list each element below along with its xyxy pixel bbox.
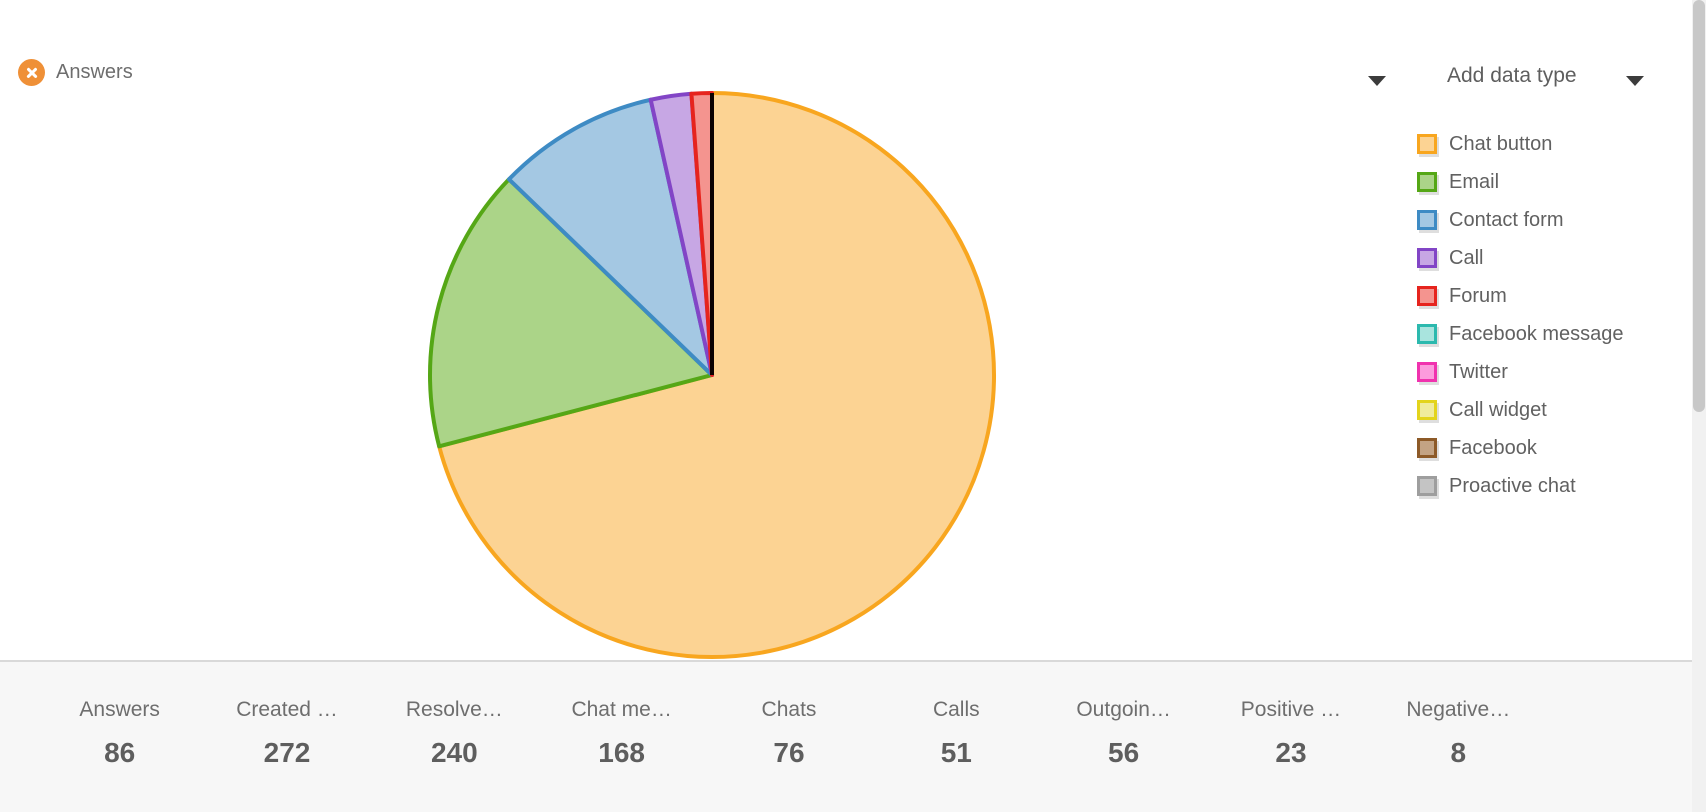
stat-label: Calls xyxy=(932,698,980,721)
stat-value: 23 xyxy=(1275,737,1307,768)
legend-label: Forum xyxy=(1449,284,1507,307)
stat-item[interactable]: Chat me… 168 xyxy=(538,698,705,812)
legend-item[interactable]: Facebook xyxy=(1417,437,1624,459)
stat-item[interactable]: Created … 272 xyxy=(203,698,370,812)
answers-chip[interactable]: Answers xyxy=(18,59,133,86)
pie-slice-contact-form[interactable] xyxy=(506,97,714,377)
legend-swatch xyxy=(1417,172,1437,192)
legend-swatch xyxy=(1417,324,1437,344)
legend-label: Email xyxy=(1449,170,1500,193)
legend-item[interactable]: Forum xyxy=(1417,285,1624,307)
remove-answers-icon[interactable] xyxy=(18,59,45,86)
stat-item[interactable]: Outgoin… 56 xyxy=(1040,698,1207,812)
stat-item[interactable]: Chats 76 xyxy=(705,698,872,812)
stat-value: 76 xyxy=(773,737,805,768)
legend-item[interactable]: Proactive chat xyxy=(1417,475,1624,497)
answers-chip-label: Answers xyxy=(56,61,133,83)
legend-label: Contact form xyxy=(1449,208,1564,231)
stat-value: 56 xyxy=(1108,737,1140,768)
stat-item[interactable]: Negative… 8 xyxy=(1375,698,1542,812)
pie-chart-svg[interactable] xyxy=(422,85,1002,665)
stat-item[interactable]: Answers 86 xyxy=(36,698,203,812)
stat-item[interactable]: Positive … 23 xyxy=(1207,698,1374,812)
stat-label: Created … xyxy=(236,698,338,721)
legend-item[interactable]: Facebook message xyxy=(1417,323,1624,345)
chart-options-arrow-icon[interactable] xyxy=(1368,76,1386,86)
stat-value: 168 xyxy=(598,737,645,768)
legend-swatch xyxy=(1417,286,1437,306)
stat-label: Answers xyxy=(79,698,160,721)
stat-item[interactable]: Resolve… 240 xyxy=(371,698,538,812)
legend-swatch xyxy=(1417,210,1437,230)
add-data-type-button[interactable]: Add data type xyxy=(1447,64,1577,87)
legend: Chat button Email Contact form Call Foru… xyxy=(1417,133,1624,513)
stat-label: Chat me… xyxy=(571,698,672,721)
legend-label: Call xyxy=(1449,246,1484,269)
legend-swatch xyxy=(1417,438,1437,458)
legend-item[interactable]: Email xyxy=(1417,171,1624,193)
legend-item[interactable]: Chat button xyxy=(1417,133,1624,155)
legend-swatch xyxy=(1417,476,1437,496)
stats-bar: Answers 86 Created … 272 Resolve… 240 Ch… xyxy=(0,662,1706,812)
legend-label: Facebook message xyxy=(1449,322,1624,345)
stat-label: Resolve… xyxy=(405,698,503,721)
legend-item[interactable]: Contact form xyxy=(1417,209,1624,231)
scrollbar-track[interactable] xyxy=(1692,0,1706,812)
legend-label: Call widget xyxy=(1449,398,1547,421)
add-data-type-arrow-icon[interactable] xyxy=(1626,76,1644,86)
divider xyxy=(0,660,1706,662)
stat-label: Outgoin… xyxy=(1076,698,1171,721)
stat-value: 272 xyxy=(263,737,311,768)
stat-value: 8 xyxy=(1450,737,1467,768)
pie-slice-email[interactable] xyxy=(428,177,714,449)
stat-value: 240 xyxy=(430,737,478,768)
legend-swatch xyxy=(1417,362,1437,382)
stat-label: Chats xyxy=(761,698,817,721)
legend-item[interactable]: Call widget xyxy=(1417,399,1624,421)
legend-label: Proactive chat xyxy=(1449,474,1576,497)
stat-label: Positive … xyxy=(1240,698,1342,721)
scrollbar-thumb[interactable] xyxy=(1693,0,1705,412)
stat-label: Negative… xyxy=(1406,698,1511,721)
legend-swatch xyxy=(1417,248,1437,268)
stat-value: 51 xyxy=(940,737,972,768)
legend-swatch xyxy=(1417,400,1437,420)
legend-swatch xyxy=(1417,134,1437,154)
legend-item[interactable]: Call xyxy=(1417,247,1624,269)
legend-label: Twitter xyxy=(1449,360,1508,383)
legend-item[interactable]: Twitter xyxy=(1417,361,1624,383)
legend-label: Chat button xyxy=(1449,132,1553,155)
pie-slice-forum[interactable] xyxy=(689,90,714,377)
stat-item[interactable]: Calls 51 xyxy=(873,698,1040,812)
pie-slice-chat-button[interactable] xyxy=(437,91,996,659)
stat-value: 86 xyxy=(104,737,136,768)
legend-label: Facebook xyxy=(1449,436,1537,459)
